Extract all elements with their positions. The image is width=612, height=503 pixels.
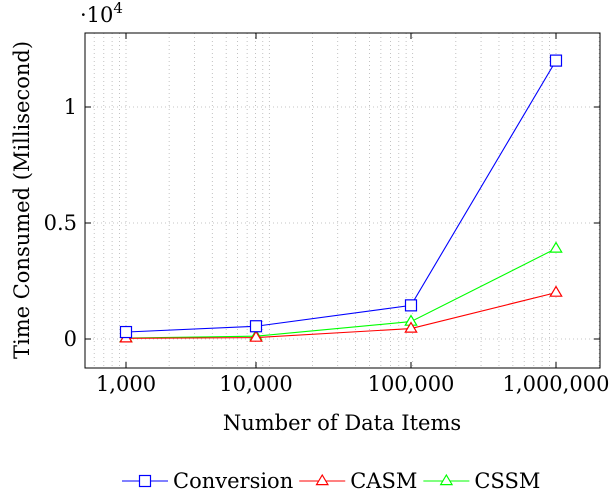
legend: Conversion CASM CSSM bbox=[122, 469, 540, 493]
y-multiplier-exponent: 4 bbox=[113, 0, 123, 17]
data-point bbox=[119, 325, 133, 339]
series-line bbox=[125, 60, 557, 333]
legend-label: Conversion bbox=[173, 469, 293, 493]
series-cssm bbox=[119, 241, 563, 343]
y-multiplier-label: ·104 bbox=[80, 0, 123, 27]
y-tick-label: 0 bbox=[64, 327, 77, 351]
series-line bbox=[125, 292, 557, 339]
series-conversion bbox=[119, 54, 563, 339]
x-tick-label: 10,000 bbox=[219, 372, 292, 396]
legend-label: CSSM bbox=[474, 469, 540, 493]
x-tick-label: 1,000 bbox=[96, 372, 156, 396]
legend-item-casm: CASM bbox=[299, 469, 417, 493]
legend-label: CASM bbox=[350, 469, 417, 493]
x-tick-label: 1,000,000 bbox=[503, 372, 610, 396]
x-tick-label: 100,000 bbox=[368, 372, 455, 396]
legend-item-conversion: Conversion bbox=[122, 469, 293, 493]
series-line bbox=[125, 248, 557, 339]
legend-marker bbox=[315, 473, 329, 486]
data-point bbox=[549, 54, 563, 67]
y-axis-label: Time Consumed (Millisecond) bbox=[10, 41, 34, 359]
legend-item-cssm: CSSM bbox=[423, 469, 540, 493]
data-point bbox=[404, 299, 418, 312]
x-tick-labels: 1,000 10,000 100,000 1,000,000 bbox=[96, 372, 610, 396]
legend-marker bbox=[439, 473, 454, 486]
series-lines bbox=[119, 54, 563, 343]
y-tick-labels: 00.51 bbox=[44, 95, 77, 351]
y-tick-label: 0.5 bbox=[44, 211, 77, 235]
data-point bbox=[404, 321, 418, 333]
legend-marker bbox=[138, 474, 152, 488]
data-point bbox=[249, 320, 263, 333]
y-tick-label: 1 bbox=[64, 95, 77, 119]
data-point bbox=[549, 285, 563, 297]
plot-frame bbox=[84, 32, 601, 369]
axis-ticks bbox=[85, 33, 600, 368]
data-point bbox=[249, 330, 263, 342]
grid bbox=[85, 33, 600, 368]
data-point bbox=[549, 241, 563, 253]
x-axis-label: Number of Data Items bbox=[223, 411, 461, 435]
